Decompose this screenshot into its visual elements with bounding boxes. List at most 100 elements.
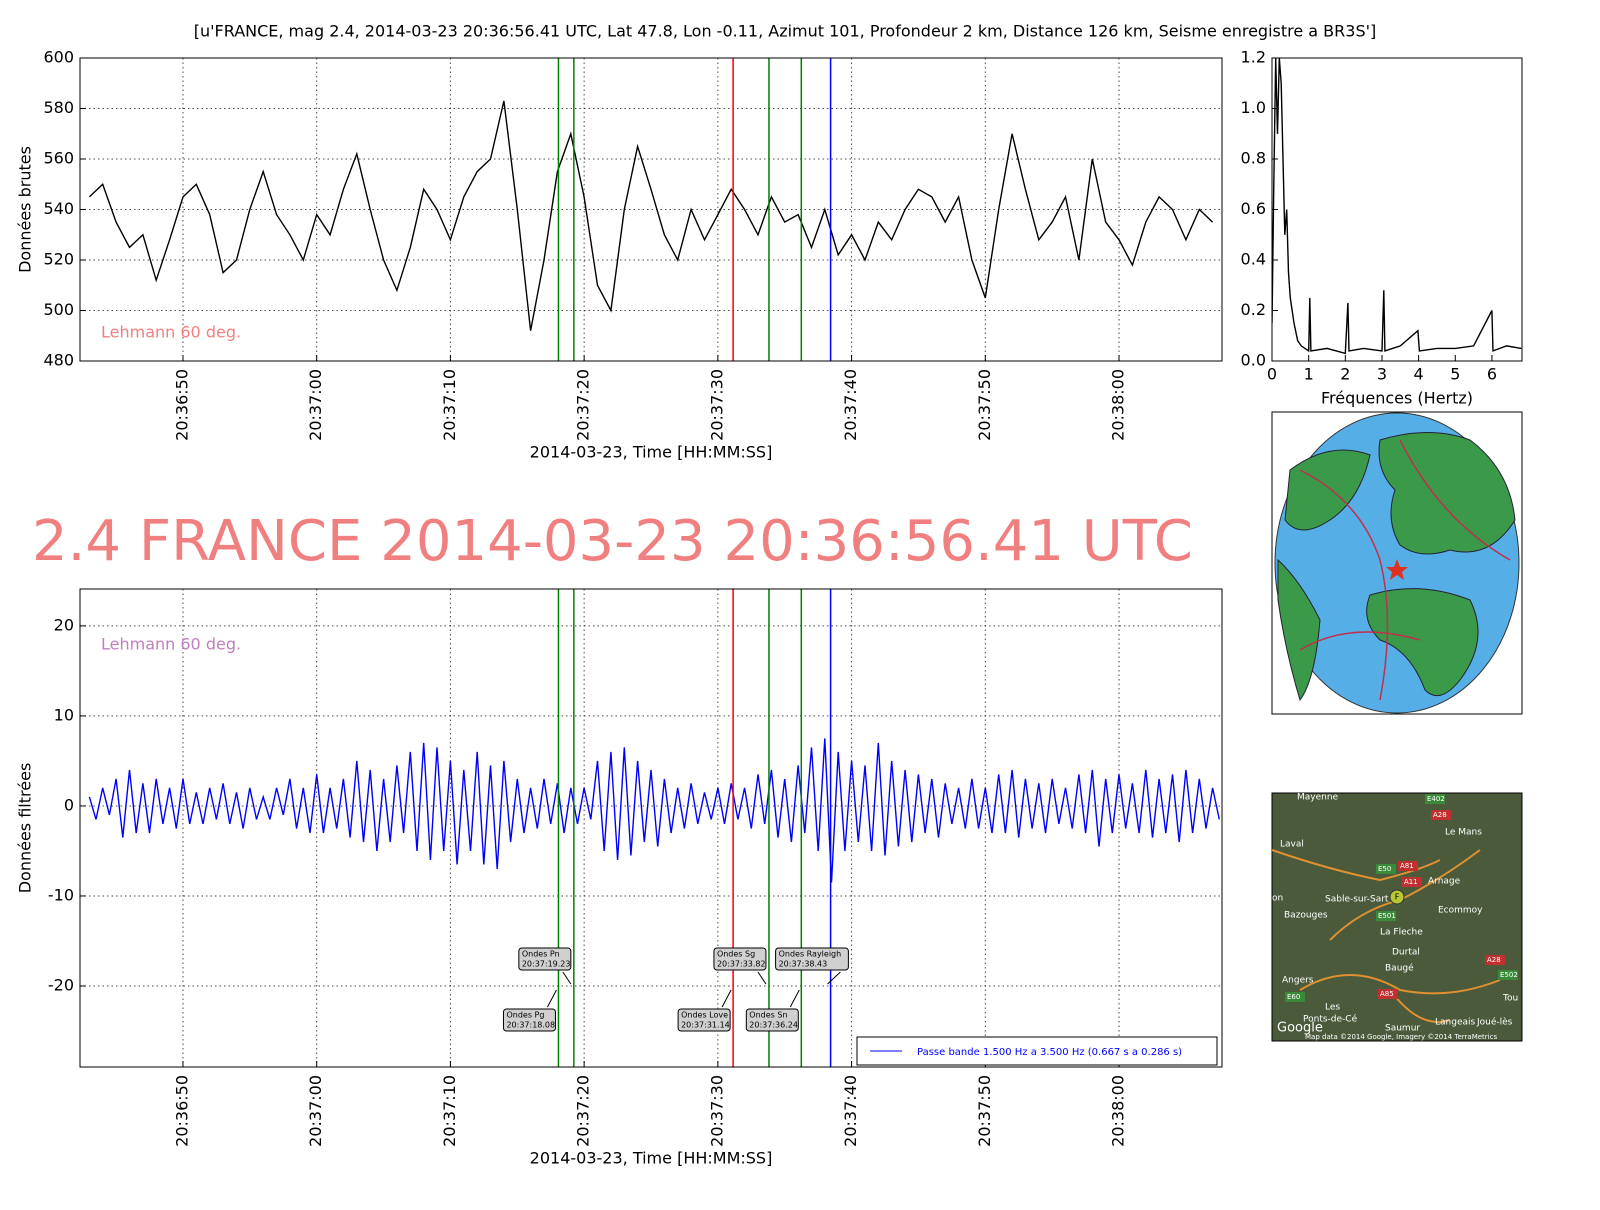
phase-arrow (789, 989, 800, 1008)
x-axis-label: 2014-03-23, Time [HH:MM:SS] (530, 443, 773, 462)
y-tick-label: 0.8 (1241, 149, 1266, 168)
y-tick-label: -10 (48, 885, 74, 904)
legend-box (856, 1036, 1218, 1066)
road-badge (1498, 970, 1518, 980)
x-tick-label: 20:38:00 (1109, 369, 1128, 441)
headline: 2.4 FRANCE 2014-03-23 20:36:56.41 UTC (32, 509, 1193, 574)
y-tick-label: 1.2 (1241, 48, 1266, 67)
x-tick-label: 2 (1340, 365, 1350, 384)
x-tick-label: 20:37:30 (707, 1075, 726, 1147)
road-badge (1485, 955, 1505, 965)
map-label: Mayenne (1297, 793, 1339, 803)
road-badge (1398, 861, 1418, 871)
x-tick-label: 20:37:50 (975, 1075, 994, 1147)
x-tick-label: 6 (1487, 365, 1497, 384)
road-label: A28 (1433, 811, 1447, 819)
map-label: Ponts-de-Cé (1303, 1014, 1358, 1025)
y-tick-label: 10 (54, 705, 74, 724)
road-badge (1431, 810, 1451, 820)
map-label: Les (1325, 1003, 1340, 1013)
map-label: Ecommoy (1438, 906, 1483, 916)
legend-label: Passe bande 1.500 Hz a 3.500 Hz (0.667 s… (917, 1047, 1182, 1058)
road-label: E502 (1500, 971, 1518, 979)
y-tick-label: 20 (54, 615, 74, 634)
y-tick-label: 0.0 (1241, 351, 1266, 370)
phase-arrow (827, 971, 841, 985)
x-tick-label: 20:37:10 (440, 369, 459, 441)
x-tick-label: 3 (1377, 365, 1387, 384)
y-tick-label: 0.4 (1241, 250, 1266, 269)
y-tick-label: 600 (43, 48, 74, 67)
land (1366, 588, 1479, 697)
road-label: A85 (1380, 990, 1394, 998)
phase-name: Ondes Sn (749, 1011, 787, 1020)
map-label: Saumur (1385, 1024, 1420, 1034)
x-tick-label: 20:37:50 (975, 369, 994, 441)
x-axis-label: Fréquences (Hertz) (1321, 389, 1473, 408)
road-label: E402 (1427, 795, 1445, 803)
phase-box (713, 947, 767, 971)
phase-time: 20:37:33.82 (717, 960, 766, 969)
x-tick-label: 1 (1304, 365, 1314, 384)
land (1277, 558, 1321, 702)
x-axis-label: 2014-03-23, Time [HH:MM:SS] (530, 1149, 773, 1168)
map-label: Arnage (1428, 877, 1461, 887)
y-tick-label: 1.0 (1241, 98, 1266, 117)
road (1271, 849, 1501, 1023)
map-label: on (1272, 894, 1283, 904)
map-label: Map data ©2014 Google, Imagery ©2014 Ter… (1305, 1033, 1497, 1041)
road-label: E50 (1378, 865, 1391, 873)
map-label: Tou (1502, 994, 1518, 1004)
annotation: Lehmann 60 deg. (101, 635, 241, 654)
map-label: Joué-lès (1476, 1017, 1513, 1028)
x-tick-label: 20:37:40 (841, 369, 860, 441)
phase-box (677, 1008, 731, 1032)
trace (88, 738, 1220, 883)
phase-arrow (547, 989, 557, 1008)
y-tick-label: 0 (64, 795, 74, 814)
road-badge (1376, 864, 1396, 874)
y-tick-label: 580 (43, 98, 74, 117)
road-label: E501 (1378, 912, 1396, 920)
x-tick-label: 20:36:50 (172, 369, 191, 441)
x-tick-label: 20:37:00 (306, 1075, 325, 1147)
phase-arrow (721, 989, 732, 1008)
phase-name: Ondes Rayleigh (779, 950, 842, 959)
page-title: [u'FRANCE, mag 2.4, 2014-03-23 20:36:56.… (194, 22, 1377, 41)
plot-frame (1271, 57, 1523, 362)
y-tick-label: 500 (43, 300, 74, 319)
road-label: A11 (1404, 878, 1418, 886)
plot-frame (79, 57, 1223, 362)
road-badge (1425, 794, 1445, 804)
x-tick-label: 20:36:50 (172, 1075, 191, 1147)
road-label: A28 (1487, 956, 1501, 964)
map-label: Google (1277, 1021, 1323, 1036)
y-tick-label: -20 (48, 975, 74, 994)
road-label: A81 (1400, 862, 1414, 870)
x-tick-label: 20:37:20 (574, 369, 593, 441)
road-badge (1285, 992, 1305, 1002)
y-tick-label: 480 (43, 351, 74, 370)
phase-time: 20:37:18.08 (506, 1021, 555, 1030)
road-label: E60 (1287, 993, 1300, 1001)
x-tick-label: 20:37:20 (574, 1075, 593, 1147)
y-axis-label: Données brutes (16, 146, 35, 273)
phase-time: 20:37:36.24 (749, 1021, 798, 1030)
map-label: Langeais (1435, 1018, 1475, 1028)
trace (1272, 58, 1522, 355)
x-tick-label: 20:37:00 (306, 369, 325, 441)
road-badge (1402, 877, 1422, 887)
x-tick-label: 20:37:30 (707, 369, 726, 441)
map-label: Le Mans (1445, 828, 1482, 838)
phase-time: 20:37:31.14 (681, 1021, 730, 1030)
phase-arrow (562, 971, 572, 985)
phase-box (518, 947, 572, 971)
phase-time: 20:37:38.43 (779, 960, 828, 969)
road-badge (1376, 911, 1396, 921)
y-tick-label: 520 (43, 250, 74, 269)
phase-box (745, 1008, 799, 1032)
annotation: Lehmann 60 deg. (101, 323, 241, 342)
phase-name: Ondes Love (681, 1011, 728, 1020)
y-tick-label: 0.2 (1241, 300, 1266, 319)
land (1284, 449, 1371, 531)
